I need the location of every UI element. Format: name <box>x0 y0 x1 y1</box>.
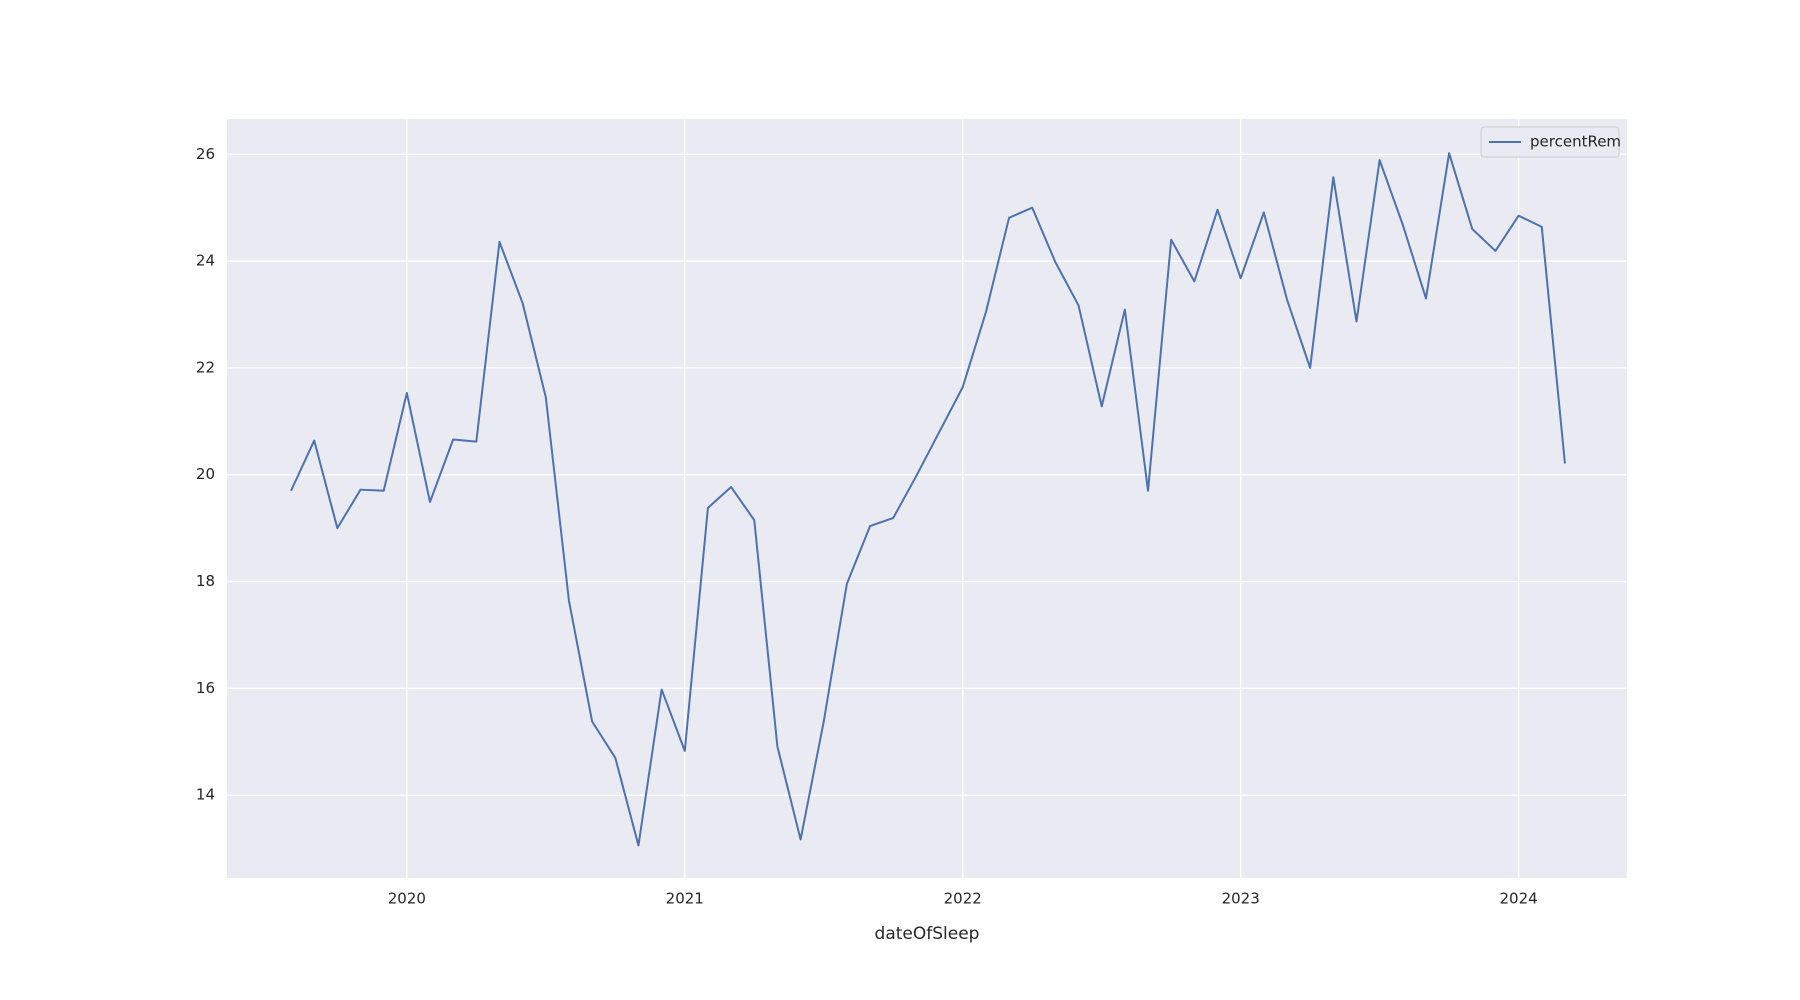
x-tick-label: 2024 <box>1500 890 1538 908</box>
x-tick-label: 2022 <box>944 890 982 908</box>
x-tick-label: 2020 <box>388 890 426 908</box>
legend-box <box>1480 126 1620 158</box>
plot-area <box>227 119 1627 878</box>
legend: percentRem <box>1480 126 1621 158</box>
x-axis-label: dateOfSleep <box>875 924 980 944</box>
y-tick-label: 22 <box>196 358 215 376</box>
y-tick-label: 26 <box>196 145 215 163</box>
y-tick-label: 16 <box>196 679 215 697</box>
x-tick-label: 2021 <box>666 890 704 908</box>
x-tick-label: 2023 <box>1222 890 1260 908</box>
y-tick-label: 18 <box>196 572 215 590</box>
y-tick-label: 20 <box>196 465 215 483</box>
y-tick-label: 24 <box>196 252 215 270</box>
y-tick-label: 14 <box>196 786 215 804</box>
legend-label: percentRem <box>1530 133 1621 151</box>
data-line <box>290 152 1566 847</box>
